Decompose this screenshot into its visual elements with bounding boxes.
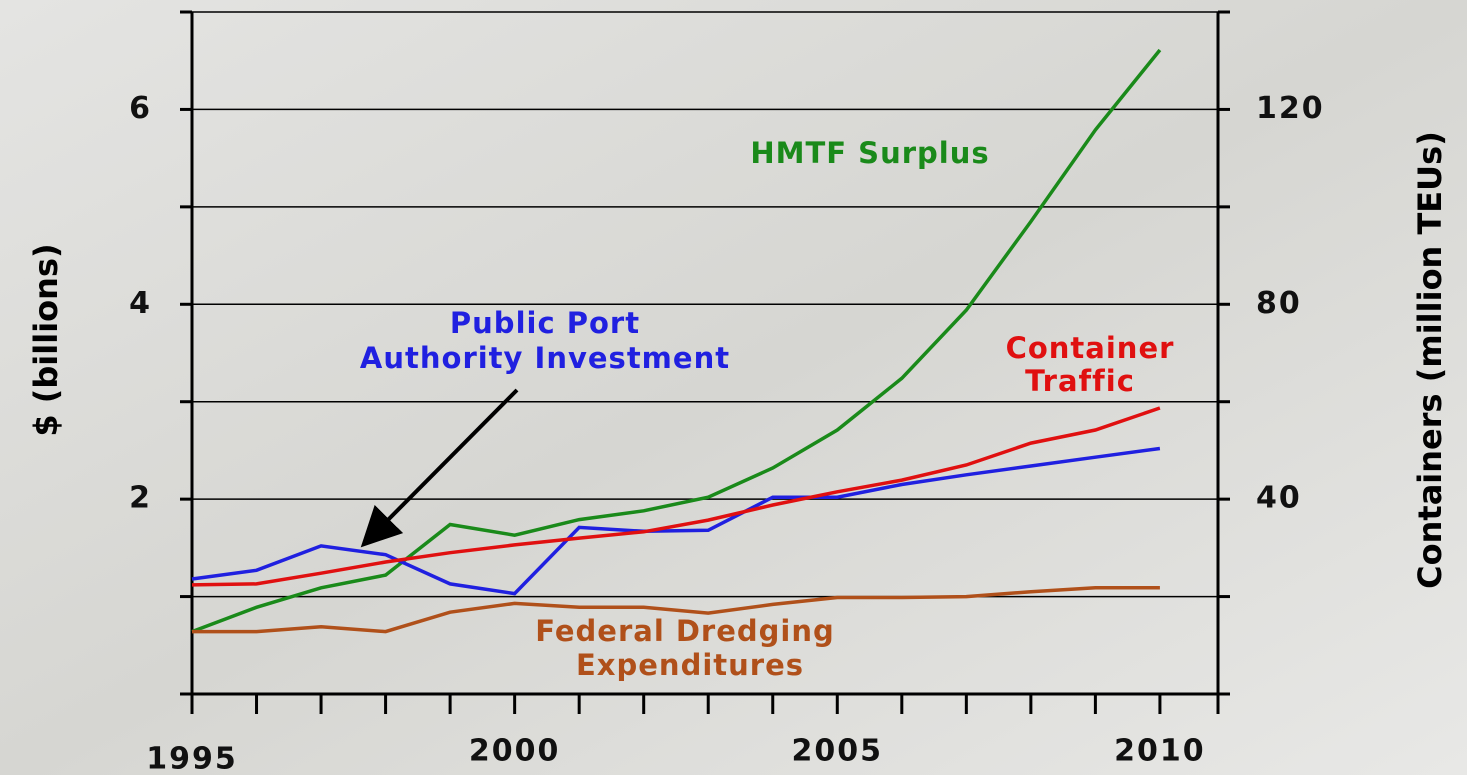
annotation: HMTF Surplus	[750, 136, 989, 170]
line	[191, 48, 1162, 634]
y2-tick-label: 40	[1256, 481, 1302, 516]
annotation: Public Port	[450, 306, 640, 340]
y2-tick-label: 120	[1256, 91, 1325, 126]
y-tick-label: 2	[129, 481, 152, 516]
arrow	[360, 388, 519, 548]
annotation: Traffic	[1025, 364, 1135, 398]
annotation: Expenditures	[576, 648, 804, 682]
line	[191, 446, 1161, 596]
x-tick-label: 2010	[1114, 734, 1206, 769]
annotation: Federal Dredging	[535, 614, 835, 648]
annotation: Authority Investment	[360, 341, 730, 375]
y2-axis-label: Containers (million TEUs)	[1411, 131, 1449, 589]
line	[192, 586, 1160, 634]
x-tick-label: 1995	[146, 742, 238, 776]
annotation: Container	[1006, 331, 1175, 365]
x-tick-label: 2000	[469, 734, 561, 769]
y-tick-label: 6	[129, 91, 152, 126]
y2-tick-label: 80	[1256, 286, 1302, 321]
y-tick-label: 4	[129, 286, 152, 321]
x-tick-label: 2005	[792, 734, 884, 769]
y-axis-label: $ (billions)	[27, 243, 65, 436]
line	[191, 406, 1161, 587]
